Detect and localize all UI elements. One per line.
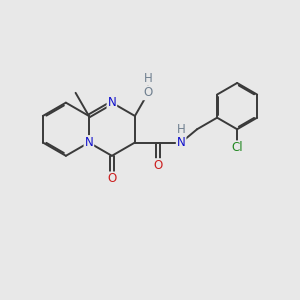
Text: Cl: Cl [231, 141, 243, 154]
Text: N: N [107, 96, 116, 109]
Text: N: N [177, 136, 185, 149]
Text: H: H [177, 123, 185, 136]
Text: N: N [85, 136, 93, 149]
Text: H: H [144, 72, 153, 85]
Text: O: O [153, 159, 163, 172]
Text: O: O [107, 172, 116, 185]
Text: O: O [144, 86, 153, 99]
